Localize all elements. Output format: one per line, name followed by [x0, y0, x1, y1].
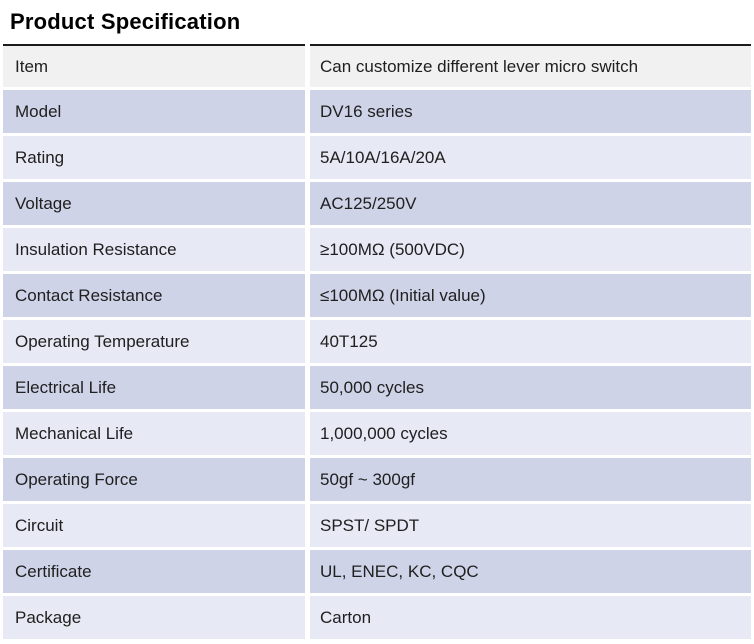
- spec-operating-force-label: Operating Force: [3, 458, 305, 501]
- table-row-model: Model DV16 series: [3, 90, 751, 133]
- spec-model-label: Model: [3, 90, 305, 133]
- spec-operating-temperature-value: 40T125: [310, 320, 751, 363]
- spec-insulation-resistance-value: ≥100MΩ (500VDC): [310, 228, 751, 271]
- spec-voltage-label: Voltage: [3, 182, 305, 225]
- spec-contact-resistance-value: ≤100MΩ (Initial value): [310, 274, 751, 317]
- table-row-insulation-resistance: Insulation Resistance ≥100MΩ (500VDC): [3, 228, 751, 271]
- table-row-mechanical-life: Mechanical Life 1,000,000 cycles: [3, 412, 751, 455]
- table-row-item: Item Can customize different lever micro…: [3, 44, 751, 87]
- spec-circuit-value: SPST/ SPDT: [310, 504, 751, 547]
- spec-electrical-life-label: Electrical Life: [3, 366, 305, 409]
- table-row-rating: Rating 5A/10A/16A/20A: [3, 136, 751, 179]
- spec-circuit-label: Circuit: [3, 504, 305, 547]
- table-row-electrical-life: Electrical Life 50,000 cycles: [3, 366, 751, 409]
- spec-package-value: Carton: [310, 596, 751, 639]
- table-row-package: Package Carton: [3, 596, 751, 639]
- spec-mechanical-life-label: Mechanical Life: [3, 412, 305, 455]
- table-row-circuit: Circuit SPST/ SPDT: [3, 504, 751, 547]
- spec-operating-force-value: 50gf ~ 300gf: [310, 458, 751, 501]
- spec-table: Item Can customize different lever micro…: [3, 44, 751, 639]
- spec-certificate-value: UL, ENEC, KC, CQC: [310, 550, 751, 593]
- spec-electrical-life-value: 50,000 cycles: [310, 366, 751, 409]
- spec-insulation-resistance-label: Insulation Resistance: [3, 228, 305, 271]
- spec-rating-label: Rating: [3, 136, 305, 179]
- page-title: Product Specification: [10, 9, 241, 34]
- spec-item-label: Item: [3, 44, 305, 87]
- table-row-operating-force: Operating Force 50gf ~ 300gf: [3, 458, 751, 501]
- spec-voltage-value: AC125/250V: [310, 182, 751, 225]
- spec-model-value: DV16 series: [310, 90, 751, 133]
- spec-contact-resistance-label: Contact Resistance: [3, 274, 305, 317]
- table-row-certificate: Certificate UL, ENEC, KC, CQC: [3, 550, 751, 593]
- spec-package-label: Package: [3, 596, 305, 639]
- spec-rating-value: 5A/10A/16A/20A: [310, 136, 751, 179]
- table-row-voltage: Voltage AC125/250V: [3, 182, 751, 225]
- table-row-contact-resistance: Contact Resistance ≤100MΩ (Initial value…: [3, 274, 751, 317]
- spec-item-value: Can customize different lever micro swit…: [310, 44, 751, 87]
- spec-certificate-label: Certificate: [3, 550, 305, 593]
- spec-operating-temperature-label: Operating Temperature: [3, 320, 305, 363]
- table-row-operating-temperature: Operating Temperature 40T125: [3, 320, 751, 363]
- spec-mechanical-life-value: 1,000,000 cycles: [310, 412, 751, 455]
